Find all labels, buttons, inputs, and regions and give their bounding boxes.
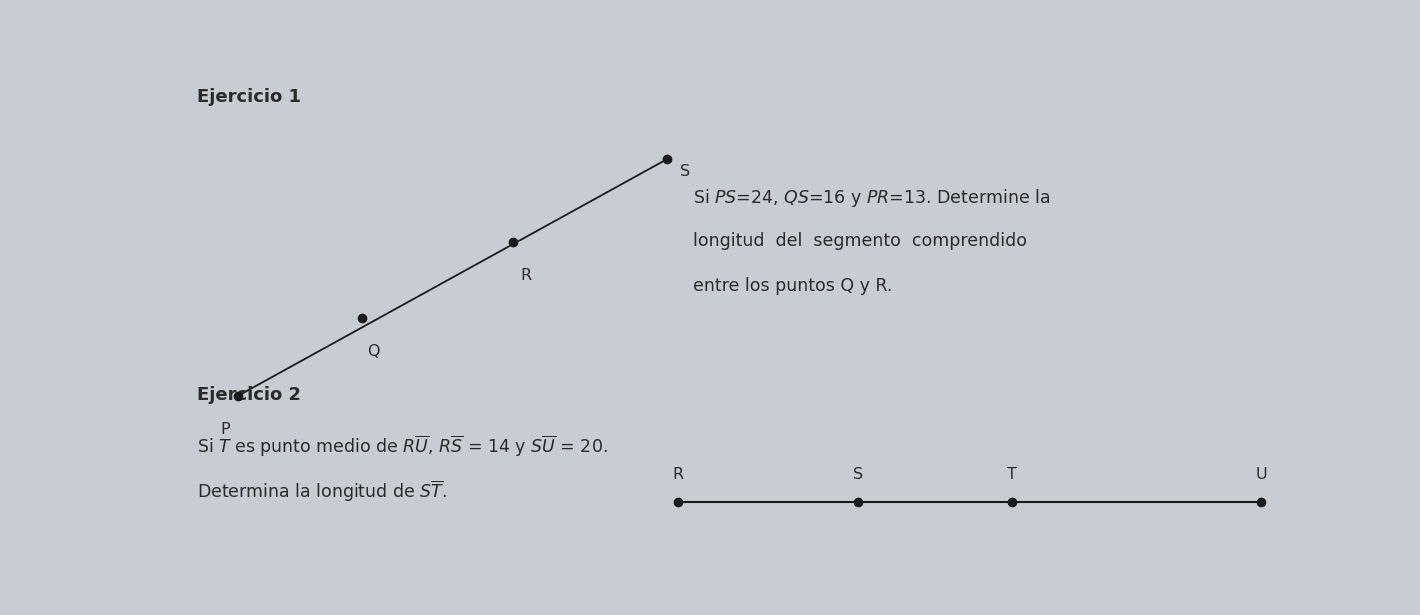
Text: Ejercicio 2: Ejercicio 2 [197,386,301,404]
Text: Ejercicio 1: Ejercicio 1 [197,88,301,106]
Text: R: R [521,268,532,283]
Text: Si $\it{PS}$=24, $\it{QS}$=16 y $\it{PR}$=13. Determine la: Si $\it{PS}$=24, $\it{QS}$=16 y $\it{PR}… [693,188,1049,210]
Text: entre los puntos Q y R.: entre los puntos Q y R. [693,277,892,295]
Text: T: T [1007,467,1017,483]
Text: S: S [680,164,690,179]
Text: longitud  del  segmento  comprendido: longitud del segmento comprendido [693,232,1027,250]
Text: Si $\it{T}$ es punto medio de $\it{R}\overline{\it{U}}$, $\it{R}\overline{\it{S}: Si $\it{T}$ es punto medio de $\it{R}\ov… [197,434,608,459]
Text: P: P [220,422,230,437]
Text: Determina la longitud de $\it{S}\overline{\it{T}}$.: Determina la longitud de $\it{S}\overlin… [197,478,447,504]
Text: S: S [852,467,863,483]
Text: Q: Q [368,344,379,359]
Text: R: R [673,467,684,483]
Text: U: U [1255,467,1267,483]
